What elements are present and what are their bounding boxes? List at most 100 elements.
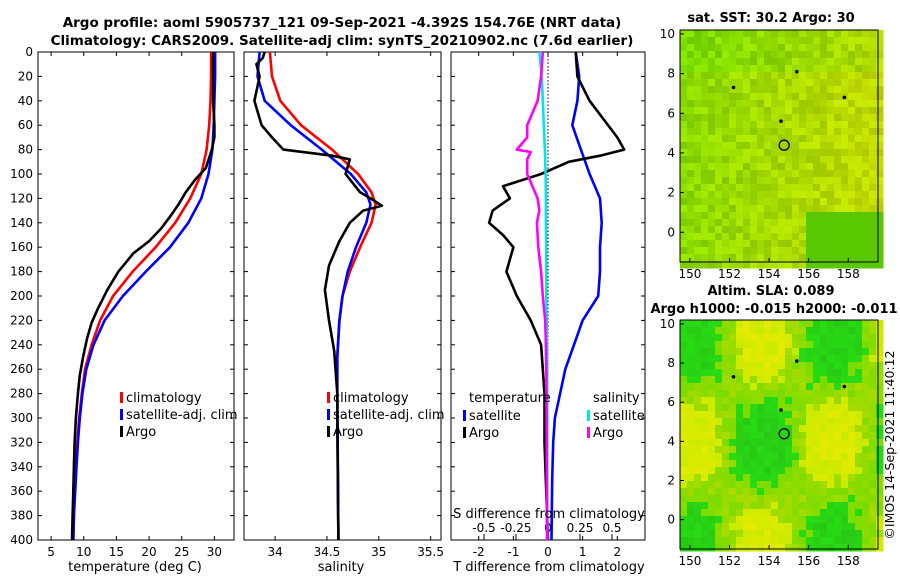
g-sla-cell xyxy=(708,411,716,419)
g-sst-cell xyxy=(876,128,884,136)
g-sst-cell xyxy=(736,149,744,157)
g-sla-cell xyxy=(813,362,821,370)
g-sla-cell xyxy=(680,418,688,426)
g-sla-cell xyxy=(827,495,835,503)
g-sst-cell xyxy=(771,65,779,73)
g-sst-cell xyxy=(757,198,765,206)
g-sla-cell xyxy=(715,320,723,328)
g-sla-cell xyxy=(799,439,807,447)
g-sla-cell xyxy=(778,537,786,545)
g-sst-cell xyxy=(736,86,744,94)
g-sst-cell xyxy=(687,254,695,262)
g-sst-cell xyxy=(736,93,744,101)
g-sla-cell xyxy=(708,369,716,377)
g-sst-cell xyxy=(876,37,884,45)
g-sla-cell xyxy=(806,348,814,356)
g-sla-cell xyxy=(701,432,709,440)
g-sla-cell xyxy=(743,404,751,412)
g-sla-cell xyxy=(708,481,716,489)
g-sst-cell xyxy=(785,184,793,192)
g-sst-cell xyxy=(834,233,842,241)
g-sst-cell xyxy=(876,93,884,101)
g-sst-cell xyxy=(841,254,849,262)
g-sla-cell xyxy=(778,376,786,384)
g-sst-cell xyxy=(834,170,842,178)
g-sla-cell xyxy=(694,530,702,538)
g-sla-cell xyxy=(862,355,870,363)
g-sla-cell xyxy=(841,418,849,426)
g-sla-cell xyxy=(743,495,751,503)
g-sst-cell xyxy=(715,170,723,178)
g-sst-cell xyxy=(841,37,849,45)
g-sst-cell xyxy=(799,128,807,136)
g-sla-cell xyxy=(750,460,758,468)
g-sst-cell xyxy=(792,233,800,241)
g-sst-cell xyxy=(876,254,884,262)
g-sst-cell xyxy=(757,100,765,108)
g-sst-cell xyxy=(869,170,877,178)
g-sst-cell xyxy=(743,205,751,213)
g-sst-cell xyxy=(729,163,737,171)
g-sst-cell xyxy=(701,184,709,192)
g-sst-cell xyxy=(785,156,793,164)
g-sst-cell xyxy=(806,261,814,269)
g-sla-cell xyxy=(813,446,821,454)
g-sst-cell xyxy=(694,135,702,143)
g-sla-cell xyxy=(813,348,821,356)
g-sla-cell xyxy=(701,439,709,447)
g-sla-cell xyxy=(778,467,786,475)
g-sla-cell xyxy=(799,453,807,461)
g-sst-cell xyxy=(771,107,779,115)
g-sst-cell xyxy=(820,135,828,143)
g-sla-cell xyxy=(827,481,835,489)
g-sla-cell xyxy=(869,481,877,489)
g-sst-cell xyxy=(715,135,723,143)
g-sla-cell xyxy=(743,530,751,538)
g-sst-cell xyxy=(778,100,786,108)
g-sla-cell xyxy=(855,516,863,524)
g-sla-cell xyxy=(820,362,828,370)
g-sst-cell xyxy=(855,226,863,234)
g-sst-cell xyxy=(764,226,772,234)
g-sst-cell xyxy=(687,184,695,192)
g-sst-cell xyxy=(862,30,870,38)
g-sla-cell xyxy=(764,530,772,538)
g-sla-cell xyxy=(792,460,800,468)
g-sst-cell xyxy=(827,170,835,178)
g-sst-cell xyxy=(722,219,730,227)
g-sla-cell xyxy=(869,404,877,412)
salinity-xtick-label-2: 35 xyxy=(371,545,386,559)
g-sst-cell xyxy=(680,212,688,220)
g-sst-cell xyxy=(687,72,695,80)
g-sst-cell xyxy=(722,254,730,262)
g-sla-cell xyxy=(715,411,723,419)
g-sla-cell xyxy=(764,390,772,398)
g-sst-cell xyxy=(785,170,793,178)
g-sla-cell xyxy=(792,523,800,531)
g-sla-cell xyxy=(708,355,716,363)
g-sla-cell xyxy=(750,320,758,328)
g-sla-cell xyxy=(750,446,758,454)
g-sla-cell xyxy=(771,502,779,510)
g-sla-cell xyxy=(869,334,877,342)
figure-title-line1: Argo profile: aoml 5905737_121 09-Sep-20… xyxy=(63,15,622,31)
g-sla-cell xyxy=(869,523,877,531)
g-sst-cell xyxy=(806,114,814,122)
g-sla-cell xyxy=(736,523,744,531)
g-sla-cell xyxy=(778,418,786,426)
g-sla-cell xyxy=(736,474,744,482)
g-sst-cell xyxy=(687,261,695,269)
g-sla-cell xyxy=(841,460,849,468)
g-sla-cell xyxy=(743,320,751,328)
g-sst-cell xyxy=(764,30,772,38)
g-sla-cell xyxy=(736,411,744,419)
temperature-legend-swatch-1 xyxy=(120,409,123,420)
g-sla-cell xyxy=(841,334,849,342)
g-sla-cell xyxy=(799,334,807,342)
g-sla-cell xyxy=(722,453,730,461)
g-sst-cell xyxy=(869,247,877,255)
g-sst-cell xyxy=(785,212,793,220)
g-sla-cell xyxy=(708,509,716,517)
g-sst-cell xyxy=(743,240,751,248)
g-sla-cell xyxy=(799,320,807,328)
